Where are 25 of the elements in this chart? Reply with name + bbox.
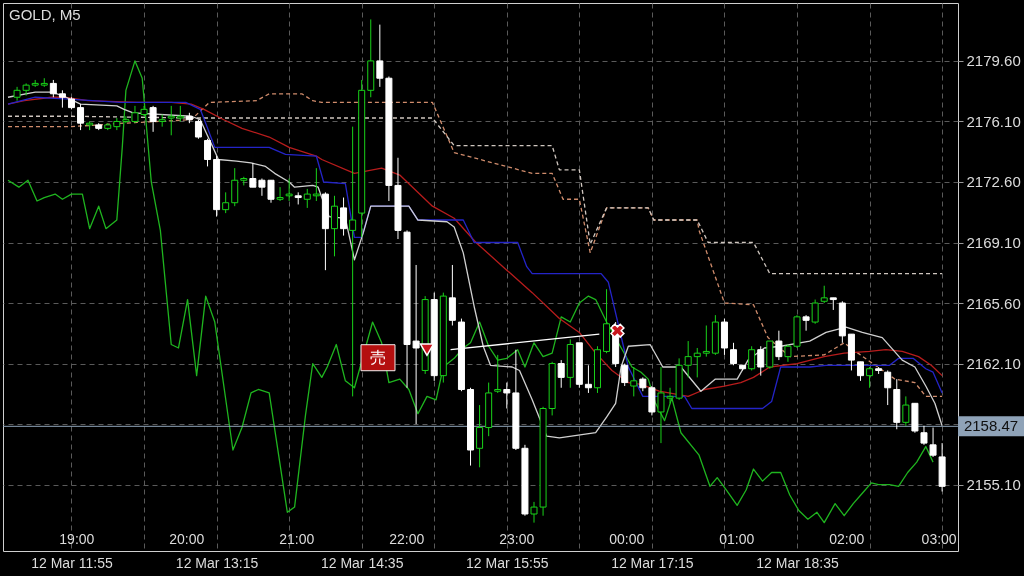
x-tick-label: 12 Mar 17:15 xyxy=(611,554,694,571)
y-tick-label: 2169.10 xyxy=(966,234,1021,251)
x2-tick-label: 02:00 xyxy=(829,530,865,547)
y-tick-label: 2155.10 xyxy=(966,476,1021,494)
chart-title: GOLD, M5 xyxy=(9,6,81,23)
x-tick-label: 12 Mar 13:15 xyxy=(175,554,259,571)
x2-tick-label: 03:00 xyxy=(921,530,957,547)
x2-tick-label: 19:00 xyxy=(59,530,95,547)
annotation: 売 xyxy=(369,348,386,366)
x2-tick-label: 00:00 xyxy=(609,530,645,547)
y-tick-label: 2172.60 xyxy=(966,173,1021,191)
x-tick-label: 12 Mar 18:35 xyxy=(756,554,839,571)
x-tick-label: 12 Mar 14:35 xyxy=(320,554,404,571)
x2-tick-label: 21:00 xyxy=(279,530,315,547)
y-tick-label: 2162.10 xyxy=(966,355,1021,373)
y-tick-label: 2176.10 xyxy=(966,112,1021,130)
x2-tick-label: 23:00 xyxy=(499,530,535,547)
x-tick-label: 12 Mar 15:55 xyxy=(466,554,549,571)
ref-line-label: 2158.47 xyxy=(963,417,1019,435)
y-tick-label: 2179.60 xyxy=(966,52,1021,70)
x2-tick-label: 20:00 xyxy=(169,530,205,547)
x-tick-label: 12 Mar 11:55 xyxy=(31,554,113,571)
x2-tick-label: 22:00 xyxy=(389,530,425,547)
y-tick-label: 2165.60 xyxy=(966,294,1021,312)
x2-tick-label: 01:00 xyxy=(719,530,755,547)
